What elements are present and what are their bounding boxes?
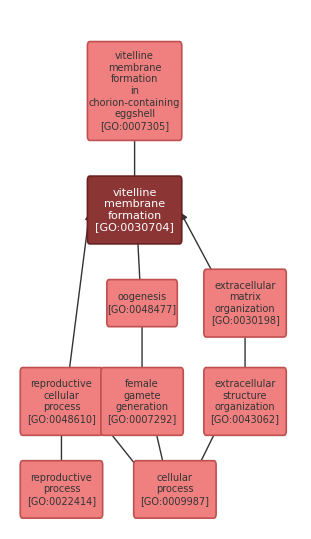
Text: extracellular
matrix
organization
[GO:0030198]: extracellular matrix organization [GO:00…	[211, 281, 280, 326]
FancyBboxPatch shape	[204, 270, 286, 337]
Text: extracellular
structure
organization
[GO:0043062]: extracellular structure organization [GO…	[211, 379, 280, 424]
FancyBboxPatch shape	[101, 368, 183, 436]
FancyBboxPatch shape	[87, 176, 182, 244]
Text: cellular
process
[GO:0009987]: cellular process [GO:0009987]	[140, 473, 209, 506]
FancyBboxPatch shape	[107, 280, 177, 327]
FancyBboxPatch shape	[134, 461, 216, 518]
FancyBboxPatch shape	[87, 42, 182, 140]
FancyBboxPatch shape	[20, 461, 103, 518]
Text: vitelline
membrane
formation
in
chorion-containing
eggshell
[GO:0007305]: vitelline membrane formation in chorion-…	[89, 51, 180, 131]
Text: oogenesis
[GO:0048477]: oogenesis [GO:0048477]	[108, 292, 177, 314]
Text: reproductive
process
[GO:0022414]: reproductive process [GO:0022414]	[27, 473, 96, 506]
FancyBboxPatch shape	[204, 368, 286, 436]
Text: reproductive
cellular
process
[GO:0048610]: reproductive cellular process [GO:004861…	[27, 379, 96, 424]
FancyBboxPatch shape	[20, 368, 103, 436]
Text: vitelline
membrane
formation
[GO:0030704]: vitelline membrane formation [GO:0030704…	[95, 188, 174, 232]
Text: female
gamete
generation
[GO:0007292]: female gamete generation [GO:0007292]	[107, 379, 177, 424]
